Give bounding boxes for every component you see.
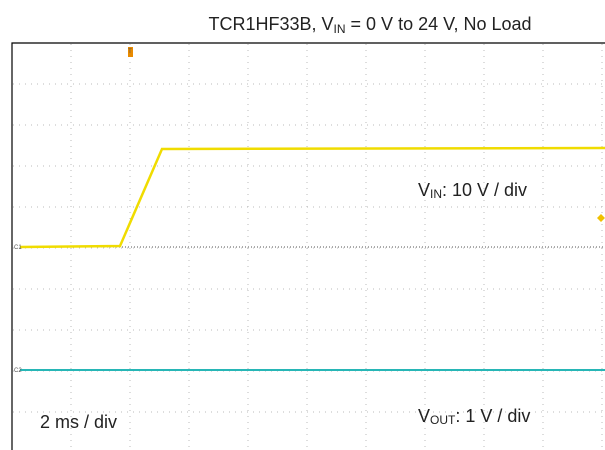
vin-sub: IN [430, 187, 442, 201]
level-marker [597, 214, 605, 222]
title: TCR1HF33B, VIN = 0 V to 24 V, No Load [208, 14, 531, 36]
time-label: 2 ms / div [40, 412, 117, 432]
trigger-marker [128, 47, 133, 57]
title-main: TCR1HF33B, V [208, 14, 333, 34]
trigger-tag: T [128, 49, 132, 55]
frame [11, 42, 605, 450]
vout-label: VOUT: 1 V / div [418, 406, 530, 427]
channel-tag: C2 [14, 368, 22, 374]
vin-main: V [418, 180, 430, 200]
vin-trace [19, 146, 605, 249]
vin-rest: : 10 V / div [442, 180, 527, 200]
title-sub: IN [334, 22, 346, 36]
vin-label: VIN: 10 V / div [418, 180, 527, 201]
title-rest: = 0 V to 24 V, No Load [346, 14, 532, 34]
vout-main: V [418, 406, 430, 426]
channel-tag: C1 [14, 245, 22, 251]
vout-sub: OUT [430, 413, 456, 427]
vout-rest: : 1 V / div [455, 406, 530, 426]
